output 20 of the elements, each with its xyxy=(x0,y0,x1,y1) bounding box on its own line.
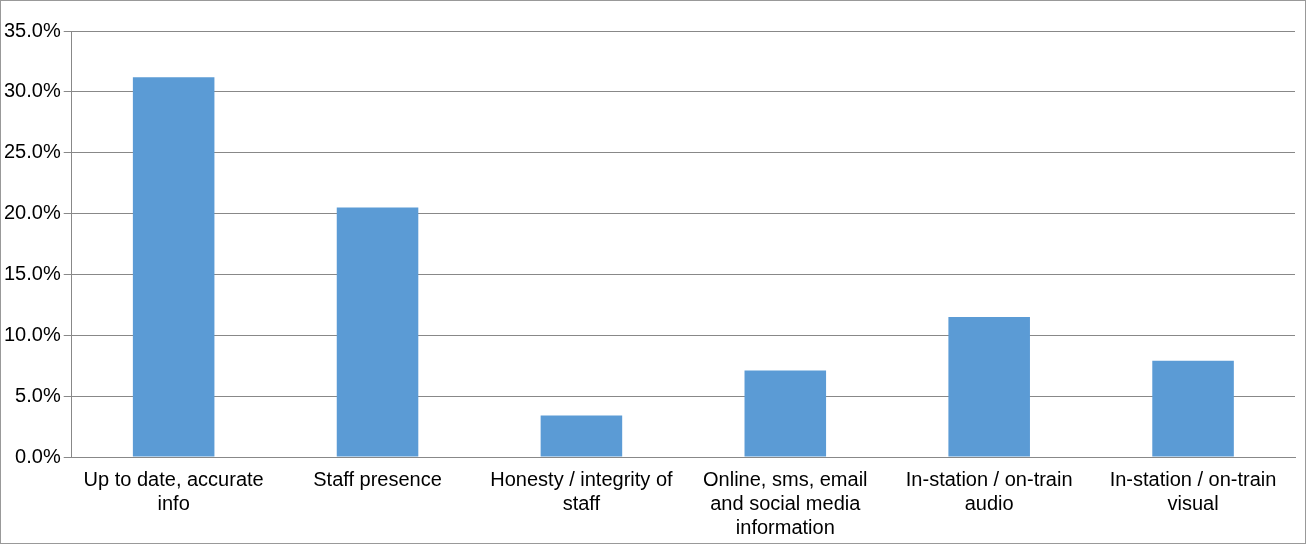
y-tick-label: 25.0% xyxy=(3,140,61,163)
x-tick-label: Online, sms, email and social media information xyxy=(703,467,868,538)
bar xyxy=(744,370,827,457)
bar xyxy=(540,415,623,457)
bar xyxy=(132,77,215,457)
y-tick-label: 5.0% xyxy=(15,383,61,406)
bar xyxy=(336,207,419,457)
x-tick-label: Staff presence xyxy=(313,467,442,490)
y-tick-label: 30.0% xyxy=(3,79,61,102)
bar xyxy=(948,317,1030,457)
y-tick-label: 0.0% xyxy=(15,444,61,467)
y-tick-label: 20.0% xyxy=(3,201,61,224)
x-tick-label: In-station / on-train visual xyxy=(1109,467,1277,514)
x-tick-label: Honesty / integrity of staff xyxy=(490,467,674,514)
y-tick-label: 10.0% xyxy=(3,322,61,345)
y-tick-label: 15.0% xyxy=(3,261,61,284)
y-tick-label: 35.0% xyxy=(3,18,61,41)
bar xyxy=(1152,360,1234,457)
x-tick-label: In-station / on-train audio xyxy=(905,467,1073,514)
x-tick-label: Up to date, accurate info xyxy=(83,467,264,514)
